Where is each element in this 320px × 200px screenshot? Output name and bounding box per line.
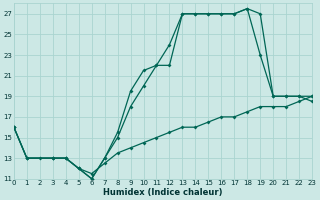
X-axis label: Humidex (Indice chaleur): Humidex (Indice chaleur) bbox=[103, 188, 223, 197]
